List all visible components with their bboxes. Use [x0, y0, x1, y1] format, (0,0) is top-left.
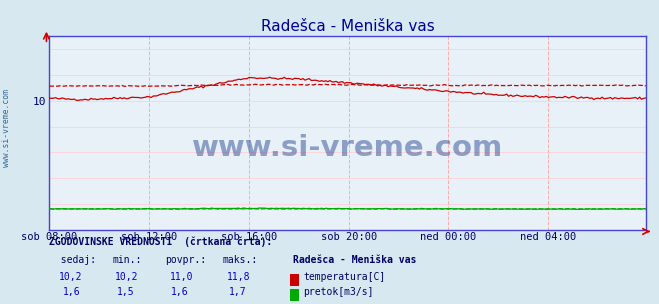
Text: 1,6: 1,6 — [63, 288, 80, 298]
Text: 11,8: 11,8 — [227, 272, 251, 282]
Text: 1,7: 1,7 — [229, 288, 246, 298]
Text: ZGODOVINSKE VREDNOSTI  (črtkana črta):: ZGODOVINSKE VREDNOSTI (črtkana črta): — [49, 236, 273, 247]
Text: min.:: min.: — [112, 255, 142, 265]
Text: 1,6: 1,6 — [171, 288, 188, 298]
Text: 10,2: 10,2 — [115, 272, 139, 282]
Text: 11,0: 11,0 — [169, 272, 193, 282]
Text: www.si-vreme.com: www.si-vreme.com — [192, 134, 503, 162]
Text: www.si-vreme.com: www.si-vreme.com — [2, 89, 11, 167]
Text: temperatura[C]: temperatura[C] — [303, 272, 386, 282]
Text: 1,5: 1,5 — [117, 288, 134, 298]
Text: Radešca - Meniška vas: Radešca - Meniška vas — [293, 255, 416, 265]
Text: pretok[m3/s]: pretok[m3/s] — [303, 288, 374, 298]
Text: 10,2: 10,2 — [59, 272, 83, 282]
Text: povpr.:: povpr.: — [165, 255, 206, 265]
Text: maks.:: maks.: — [222, 255, 257, 265]
Title: Radešca - Meniška vas: Radešca - Meniška vas — [261, 19, 434, 34]
Text: sedaj:: sedaj: — [49, 255, 96, 265]
